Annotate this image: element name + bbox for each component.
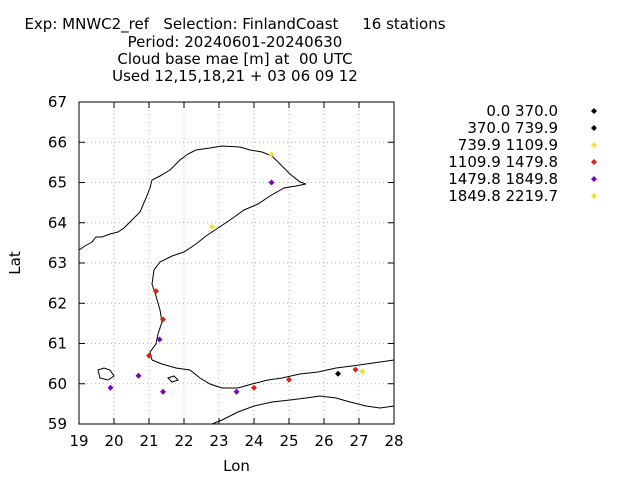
station-marker — [268, 151, 275, 158]
x-tick-label: 27 — [349, 432, 368, 450]
station-markers — [107, 151, 366, 395]
legend-entry-label: 1479.8 1849.8 — [448, 170, 558, 188]
legend-entry-label: 1109.9 1479.8 — [448, 153, 558, 171]
y-tick-label: 64 — [48, 214, 67, 232]
x-tick-label: 20 — [104, 432, 123, 450]
x-tick-label: 25 — [279, 432, 298, 450]
y-tick-label: 63 — [48, 254, 67, 272]
legend-entry-label: 739.9 1109.9 — [458, 136, 558, 154]
y-axis-label: Lat — [6, 251, 24, 275]
station-marker — [107, 384, 114, 391]
station-marker — [146, 352, 152, 359]
coastline — [78, 145, 395, 425]
station-marker — [153, 288, 159, 295]
legend-entry-label: 0.0 370.0 — [486, 102, 558, 120]
title-line-1: Exp: MNWC2_ref Selection: FinlandCoast 1… — [24, 15, 446, 33]
title-line-2: Period: 20240601-20240630 — [127, 33, 343, 51]
legend-entry-marker — [591, 108, 597, 114]
y-tick-label: 61 — [48, 335, 67, 353]
title-line-4: Used 12,15,18,21 + 03 06 09 12 — [112, 67, 358, 85]
legend-entry-marker — [591, 142, 597, 148]
y-tick-label: 65 — [48, 174, 67, 192]
x-axis-label: Lon — [223, 457, 250, 475]
plot-frame: 19 20 21 22 23 24 25 26 27 28 59 60 61 62 63 64 65 66 67 Lo… — [6, 93, 404, 475]
station-marker — [156, 336, 163, 343]
station-marker — [209, 223, 215, 230]
y-tick-label: 66 — [48, 133, 67, 151]
y-tick-label: 60 — [48, 375, 67, 393]
y-tick-label: 59 — [48, 415, 67, 433]
gridlines — [79, 102, 394, 424]
y-tick-label: 62 — [48, 294, 67, 312]
station-marker — [352, 366, 359, 373]
station-marker — [359, 368, 366, 375]
legend-entry-marker — [591, 125, 597, 131]
station-marker — [286, 376, 292, 383]
station-marker — [233, 388, 240, 395]
station-marker — [135, 372, 142, 379]
x-tick-label: 22 — [174, 432, 193, 450]
station-marker — [160, 316, 166, 323]
legend-entry-marker — [591, 176, 597, 182]
station-marker — [335, 370, 341, 377]
x-tick-label: 28 — [384, 432, 403, 450]
x-tick-label: 19 — [69, 432, 88, 450]
x-tick-label: 24 — [244, 432, 263, 450]
legend-entry-label: 370.0 739.9 — [467, 119, 558, 137]
station-marker — [160, 388, 166, 395]
legend-entry-label: 1849.8 2219.7 — [448, 187, 558, 205]
station-marker — [251, 384, 257, 391]
legend-entry-marker — [591, 159, 597, 165]
x-tick-label: 21 — [139, 432, 158, 450]
plot-border — [78, 101, 395, 425]
x-tick-label: 23 — [209, 432, 228, 450]
y-tick-label: 67 — [48, 93, 67, 111]
x-tick-label: 26 — [314, 432, 333, 450]
station-marker — [268, 179, 275, 186]
title-line-3: Cloud base mae [m] at 00 UTC — [117, 50, 353, 68]
legend-entry-marker — [591, 193, 597, 199]
